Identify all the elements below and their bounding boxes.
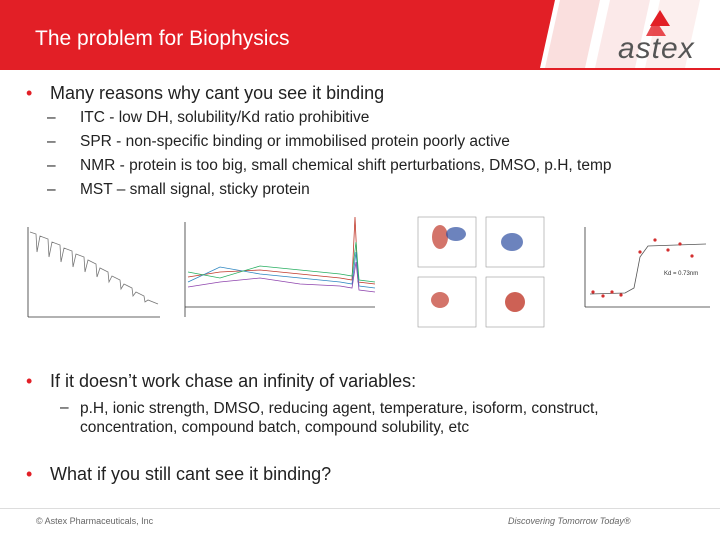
footer-rule: [0, 508, 720, 509]
bullet-text: What if you still cant see it binding?: [50, 464, 332, 484]
bullet: •: [26, 371, 33, 391]
bullet-text: Many reasons why cant you see it binding: [50, 83, 385, 103]
sub-bullet: SPR - non-specific binding or immobilise…: [80, 133, 510, 150]
bullet-text: If it doesn’t work chase an infinity of …: [50, 371, 417, 391]
figures: Kd = 0.73nm: [27, 216, 710, 328]
footer-copyright: © Astex Pharmaceuticals, Inc: [36, 516, 154, 526]
figure-annotation: Kd = 0.73nm: [664, 271, 698, 277]
dash: –: [60, 399, 69, 416]
sub-bullet: NMR - protein is too big, small chemical…: [80, 157, 612, 174]
sub-bullet: ITC - low DH, solubility/Kd ratio prohib…: [80, 109, 370, 126]
sub-bullet: MST – small signal, sticky protein: [80, 181, 310, 198]
mst-figure: [584, 227, 710, 308]
itc-figure: [27, 227, 160, 318]
header-band: [0, 0, 720, 70]
sub-bullet: p.H, ionic strength, DMSO, reducing agen…: [80, 400, 599, 436]
spr-figure: [184, 216, 376, 317]
slide-title: The problem for Biophysics: [35, 27, 290, 50]
footer-tagline: Discovering Tomorrow Today®: [508, 516, 631, 526]
dash: –: [47, 133, 56, 150]
dash: –: [47, 181, 56, 198]
bullet: •: [26, 83, 33, 103]
nmr-figure: [417, 216, 545, 328]
bullet: •: [26, 464, 33, 484]
dash: –: [47, 109, 56, 126]
logo: astex: [618, 32, 695, 65]
dash: –: [47, 157, 56, 174]
